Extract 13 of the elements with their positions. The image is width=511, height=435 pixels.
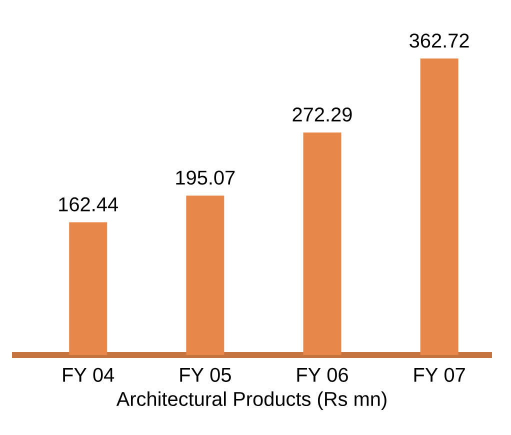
x-tick-label: FY 05 [180,368,231,382]
bar [303,132,342,355]
x-tick-label: FY 06 [297,368,348,382]
data-label: 362.72 [410,34,469,48]
x-tick-label: FY 07 [414,368,465,382]
bar [186,196,224,355]
data-label: 195.07 [176,170,235,185]
bar [69,222,108,355]
data-label: 272.29 [292,108,352,122]
x-axis-title: Architectural Products (Rs mn) [116,391,386,410]
data-label: 162.44 [59,197,118,212]
bar [420,58,458,355]
x-tick-label: FY 04 [63,368,114,382]
